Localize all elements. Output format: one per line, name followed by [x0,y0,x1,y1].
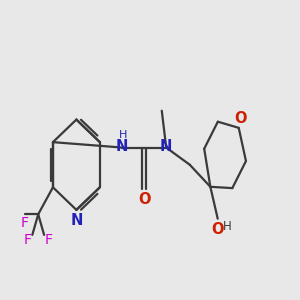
Text: O: O [234,110,247,125]
Text: N: N [160,139,172,154]
Text: H: H [223,220,232,232]
Text: O: O [211,222,224,237]
Text: O: O [138,192,150,207]
Text: F: F [24,233,32,247]
Text: F: F [44,233,52,247]
Text: F: F [21,216,29,230]
Text: H: H [118,130,127,140]
Text: N: N [70,213,82,228]
Text: N: N [116,139,128,154]
